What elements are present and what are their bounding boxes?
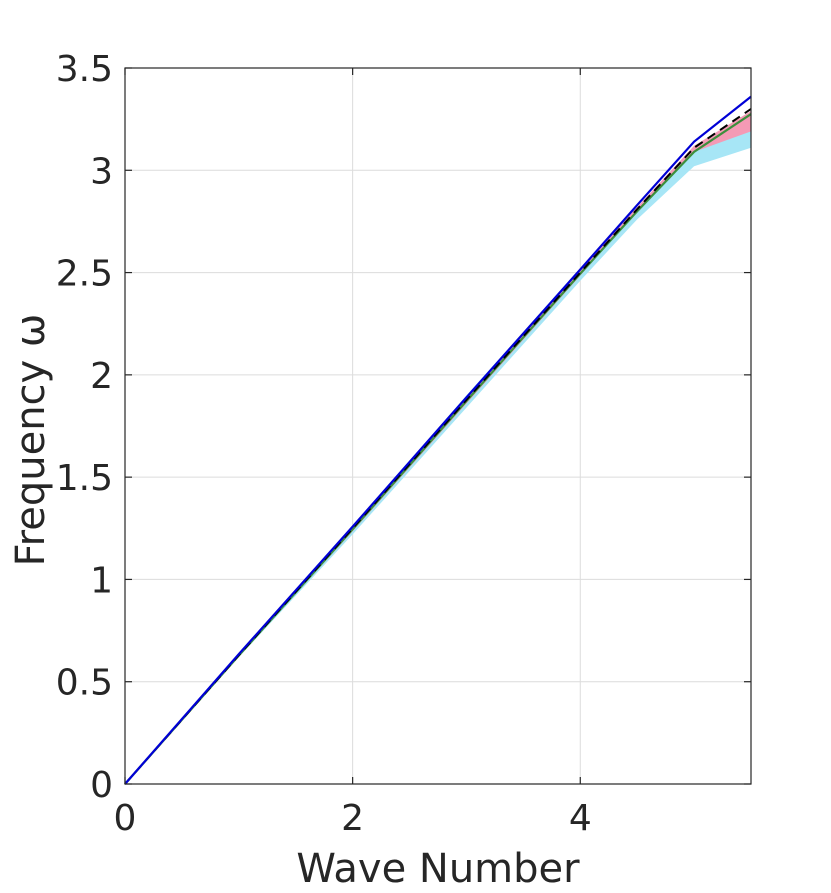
y-axis-label: Frequency ω <box>8 314 54 567</box>
y-tick-label: 0.5 <box>56 663 113 704</box>
y-tick-label: 3 <box>90 151 113 192</box>
x-axis-label: Wave Number <box>296 846 580 892</box>
y-tick-label: 1.5 <box>56 458 113 499</box>
plot-frame <box>124 67 752 785</box>
y-tick-label: 2 <box>90 356 113 397</box>
y-tick-label: 1 <box>90 560 113 601</box>
series-lines <box>124 95 752 785</box>
y-tick-label: 2.5 <box>56 254 113 295</box>
x-tick-label: 2 <box>341 798 364 839</box>
y-tick-label: 0 <box>90 765 113 806</box>
x-tick-label: 4 <box>569 798 592 839</box>
series-line <box>124 95 752 785</box>
x-tick-label: 0 <box>114 798 137 839</box>
axis-ticks: 0 2 4 0 0.5 1 1.5 2 2.5 3 3.5 <box>56 49 751 839</box>
y-tick-label: 3.5 <box>56 49 113 90</box>
